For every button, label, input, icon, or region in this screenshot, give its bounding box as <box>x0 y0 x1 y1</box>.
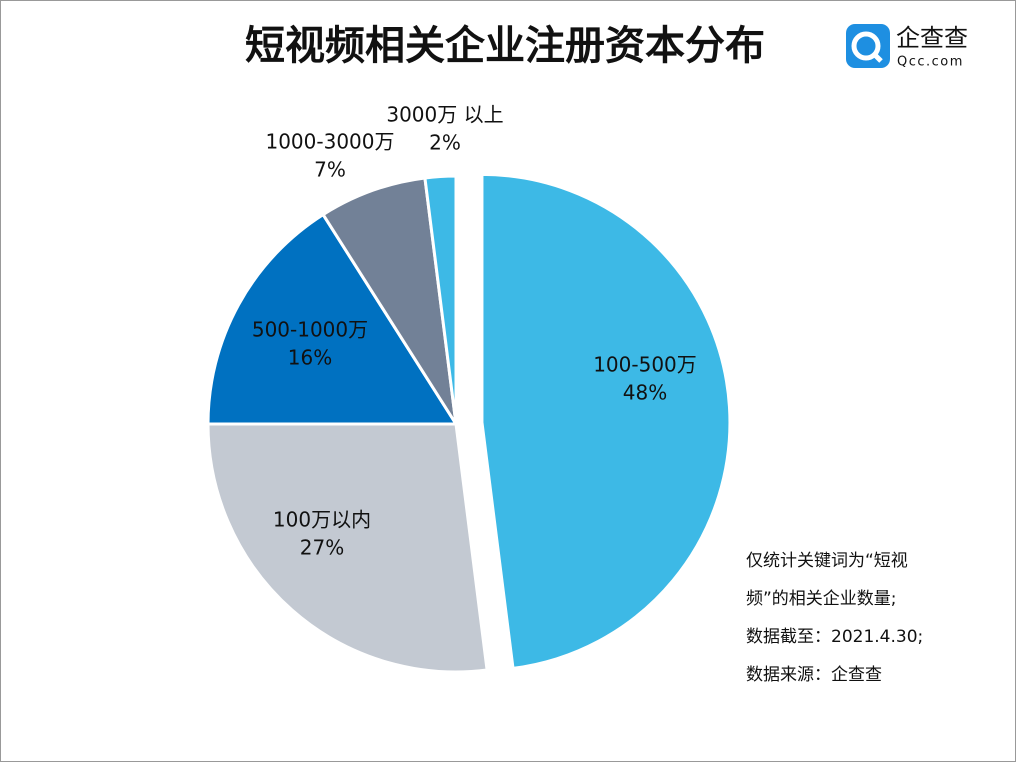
slice-value-label: 2% <box>429 131 461 155</box>
logo-url: Qcc.com <box>897 55 964 70</box>
logo-icon-handle <box>871 51 883 63</box>
slice-value-label: 48% <box>623 381 667 405</box>
slice-value-label: 27% <box>300 536 344 560</box>
slice-label: 3000万 以上 <box>386 103 503 127</box>
note-line: 数据截至：2021.4.30; <box>746 627 923 647</box>
pie-slice <box>206 422 489 674</box>
note-line: 频”的相关企业数量; <box>746 589 897 609</box>
slice-label: 1000-3000万 <box>265 130 394 154</box>
notes: 仅统计关键词为“短视频”的相关企业数量; 数据截至：2021.4.30; 数据来源：… <box>746 551 923 685</box>
slice-label: 100-500万 <box>593 353 697 377</box>
logo-icon-ring <box>851 31 881 61</box>
slice-label: 500-1000万 <box>252 318 368 342</box>
logo-name: 企查查 <box>896 24 968 52</box>
pie-slice <box>423 174 458 425</box>
slice-value-label: 7% <box>314 158 346 182</box>
note-line: 仅统计关键词为“短视 <box>746 551 908 571</box>
logo: 企查查 Qcc.com <box>846 24 968 70</box>
pie-slice <box>480 172 732 671</box>
note-line: 数据来源：企查查 <box>746 665 882 685</box>
chart-title: 短视频相关企业注册资本分布 <box>245 23 765 69</box>
slice-value-label: 16% <box>288 346 332 370</box>
slice-label: 100万以内 <box>273 508 371 532</box>
pie-slice <box>206 212 459 426</box>
pie-slice <box>321 176 458 425</box>
